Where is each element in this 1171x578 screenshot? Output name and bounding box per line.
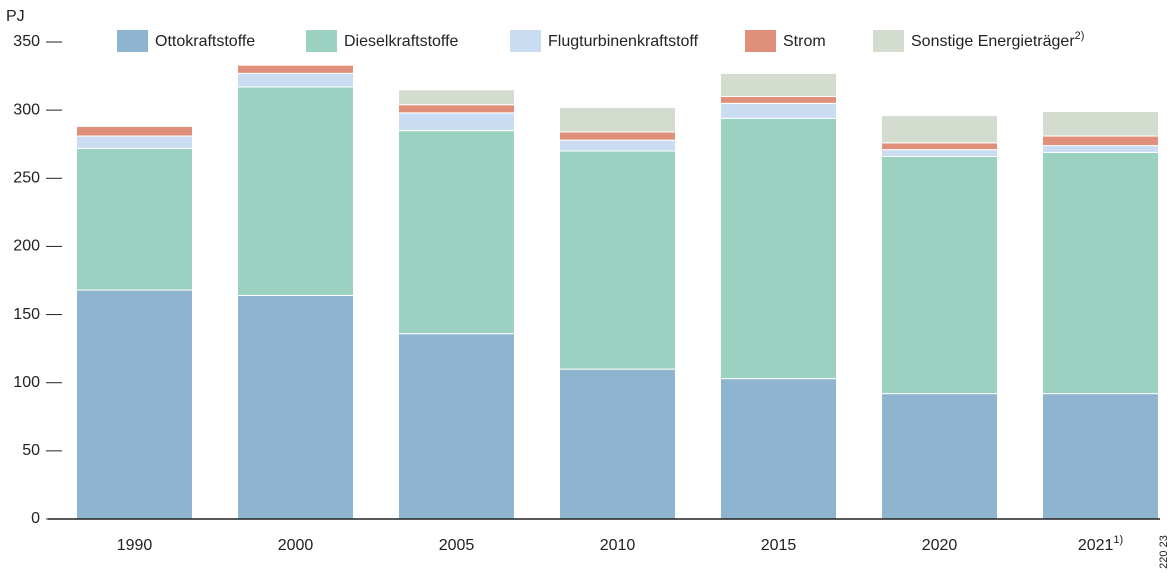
source-code: 220 23 bbox=[1158, 535, 1170, 569]
legend-label: Sonstige Energieträger2) bbox=[911, 30, 1084, 50]
bar-segment bbox=[398, 112, 515, 132]
x-tick-text: 2005 bbox=[439, 537, 475, 554]
x-tick-label: 2010 bbox=[600, 537, 636, 554]
y-tick-label: 300 bbox=[13, 101, 40, 118]
bar-segment bbox=[559, 131, 676, 141]
bar-segment bbox=[76, 125, 193, 137]
y-tick-label: 250 bbox=[13, 170, 40, 187]
bar-segment bbox=[720, 102, 837, 119]
bar-segment bbox=[1042, 135, 1159, 147]
y-tick-label: 100 bbox=[13, 374, 40, 391]
y-tick-label: 350 bbox=[13, 33, 40, 50]
x-tick-text: 1990 bbox=[117, 537, 153, 554]
y-tick-label: 50 bbox=[22, 442, 40, 459]
bar-segment bbox=[720, 72, 837, 98]
bar-segment bbox=[559, 368, 676, 520]
bar-segment bbox=[559, 139, 676, 152]
legend-label: Ottokraftstoffe bbox=[155, 33, 255, 50]
y-axis-label: PJ bbox=[6, 8, 25, 25]
legend-footnote: 2) bbox=[1075, 30, 1085, 42]
bar-segment bbox=[1042, 145, 1159, 153]
bar-segment bbox=[76, 289, 193, 520]
bar-segment bbox=[881, 393, 998, 520]
legend-text: Strom bbox=[783, 33, 826, 50]
legend-text: Ottokraftstoffe bbox=[155, 33, 255, 50]
legend-swatch bbox=[306, 30, 337, 52]
x-tick-text: 2020 bbox=[922, 537, 958, 554]
x-tick-text: 2021 bbox=[1078, 537, 1114, 554]
bar-segment bbox=[1042, 111, 1159, 137]
bar-segment bbox=[881, 155, 998, 395]
bar-segment bbox=[398, 89, 515, 106]
bar-segment bbox=[398, 333, 515, 520]
bar-segment bbox=[720, 96, 837, 104]
legend-text: Flugturbinenkraftstoff bbox=[548, 33, 699, 50]
bar-segment bbox=[881, 142, 998, 151]
y-tick-label: 150 bbox=[13, 306, 40, 323]
bar-segment bbox=[881, 115, 998, 144]
bar-segment bbox=[76, 135, 193, 149]
legend-text: Dieselkraftstoffe bbox=[344, 33, 459, 50]
legend-label: Strom bbox=[783, 33, 826, 50]
bar-segment bbox=[237, 294, 354, 520]
x-tick-text: 2000 bbox=[278, 537, 314, 554]
bar-segment bbox=[559, 106, 676, 133]
bar-segment bbox=[881, 149, 998, 157]
legend-swatch bbox=[873, 30, 904, 52]
y-tick-label: 0 bbox=[31, 510, 40, 527]
bar-segment bbox=[398, 130, 515, 335]
bar-segment bbox=[237, 72, 354, 88]
bar-segment bbox=[1042, 393, 1159, 520]
x-tick-text: 2010 bbox=[600, 537, 636, 554]
category-footnote: 1) bbox=[1113, 534, 1123, 546]
bar-segment bbox=[398, 104, 515, 114]
x-tick-label: 20211) bbox=[1078, 534, 1123, 554]
y-tick-label: 200 bbox=[13, 238, 40, 255]
legend-label: Flugturbinenkraftstoff bbox=[548, 33, 699, 50]
x-tick-label: 2020 bbox=[922, 537, 958, 554]
x-tick-text: 2015 bbox=[761, 537, 797, 554]
legend-label: Dieselkraftstoffe bbox=[344, 33, 459, 50]
bar-segment bbox=[76, 147, 193, 291]
x-tick-label: 1990 bbox=[117, 537, 153, 554]
bar-segment bbox=[237, 64, 354, 74]
legend-swatch bbox=[510, 30, 541, 52]
x-tick-label: 2015 bbox=[761, 537, 797, 554]
bar-segment bbox=[1042, 151, 1159, 395]
bar-segment bbox=[237, 86, 354, 296]
x-tick-label: 2000 bbox=[278, 537, 314, 554]
bar-segment bbox=[720, 378, 837, 520]
bar-segment bbox=[559, 150, 676, 370]
legend-swatch bbox=[745, 30, 776, 52]
legend-text: Sonstige Energieträger bbox=[911, 33, 1075, 50]
bar-segment bbox=[720, 117, 837, 380]
legend-swatch bbox=[117, 30, 148, 52]
x-tick-label: 2005 bbox=[439, 537, 475, 554]
